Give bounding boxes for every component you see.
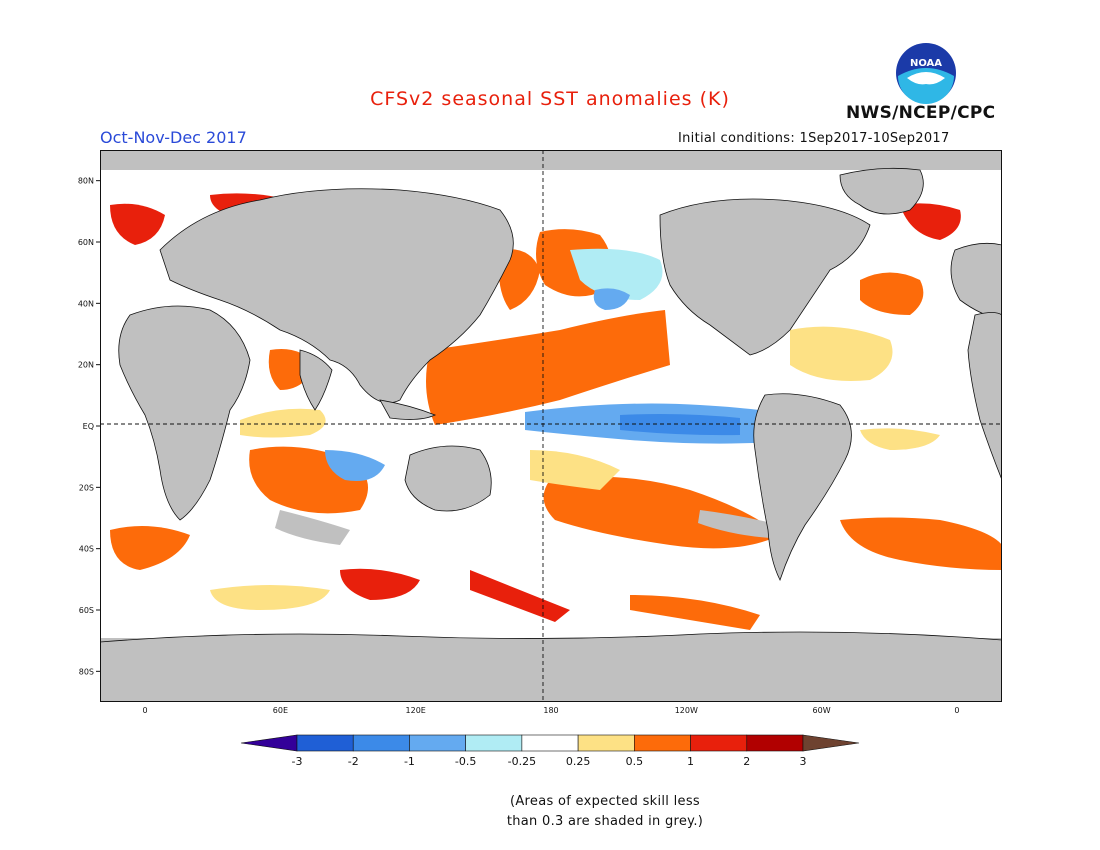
anomaly-shading <box>110 193 1002 630</box>
sst-anomaly-map <box>100 150 1002 702</box>
colorbar-tick-label: 3 <box>800 755 807 768</box>
skill-footnote-line-1: (Areas of expected skill less <box>509 794 701 809</box>
lat-label: 80N <box>78 177 94 186</box>
colorbar-tick-label: 1 <box>687 755 694 768</box>
longitude-labels: 0 60E 120E 180 120W 60W 0 <box>143 706 960 715</box>
latitude-labels: 80N 60N 40N 20N EQ 20S 40S 60S 80S <box>78 177 100 676</box>
colorbar-tick-label: -1 <box>404 755 415 768</box>
lon-label: 120E <box>406 706 426 715</box>
colorbar-swatch <box>577 734 635 752</box>
colorbar-swatch <box>296 734 354 752</box>
colorbar-swatch <box>690 734 748 752</box>
colorbar-swatch <box>352 734 410 752</box>
colorbar-tick-label: -0.5 <box>455 755 476 768</box>
colorbar-tick-label: -3 <box>292 755 303 768</box>
colorbar-tick-label: 2 <box>743 755 750 768</box>
lat-label: 60N <box>78 238 94 247</box>
colorbar-swatch <box>465 734 523 752</box>
lat-label: 40S <box>79 545 94 554</box>
lon-label: 0 <box>143 706 148 715</box>
lon-label: 60W <box>813 706 831 715</box>
colorbar-tick-label: -0.25 <box>508 755 536 768</box>
colorbar-swatch <box>409 734 466 752</box>
colorbar-tick-label: 0.5 <box>626 755 644 768</box>
colorbar-swatch <box>521 734 579 752</box>
lat-label: EQ <box>83 422 94 431</box>
noaa-logo-text: NOAA <box>910 58 942 69</box>
lat-label: 60S <box>79 606 94 615</box>
map-title: CFSv2 seasonal SST anomalies (K) <box>370 88 730 110</box>
lat-label: 40N <box>78 299 94 308</box>
map-frame <box>100 150 1002 702</box>
colorbar: -3 -2 -1 -0.5 -0.25 0.25 0.5 1 2 3 <box>240 734 860 768</box>
agency-name: NWS/NCEP/CPC <box>846 103 996 123</box>
skill-footnote: (Areas of expected skill less than 0.3 a… <box>440 792 770 832</box>
forecast-period: Oct-Nov-Dec 2017 <box>100 128 247 147</box>
colorbar-tick-label: -2 <box>348 755 359 768</box>
colorbar-extend-low <box>240 734 298 752</box>
colorbar-swatch <box>746 734 804 752</box>
lat-label: 80S <box>79 667 94 676</box>
land-masses <box>100 167 1002 702</box>
lon-label: 60E <box>273 706 288 715</box>
noaa-logo: NOAA <box>896 43 956 104</box>
lon-label: 0 <box>954 706 959 715</box>
skill-footnote-line-2: than 0.3 are shaded in grey.) <box>506 814 704 829</box>
colorbar-extend-high <box>802 734 860 752</box>
lon-label: 180 <box>543 706 558 715</box>
lat-label: 20S <box>79 483 94 492</box>
initial-conditions: Initial conditions: 1Sep2017-10Sep2017 <box>678 131 950 146</box>
lat-label: 20N <box>78 361 94 370</box>
lon-label: 120W <box>675 706 698 715</box>
colorbar-tick-label: 0.25 <box>566 755 591 768</box>
colorbar-swatch <box>634 734 691 752</box>
